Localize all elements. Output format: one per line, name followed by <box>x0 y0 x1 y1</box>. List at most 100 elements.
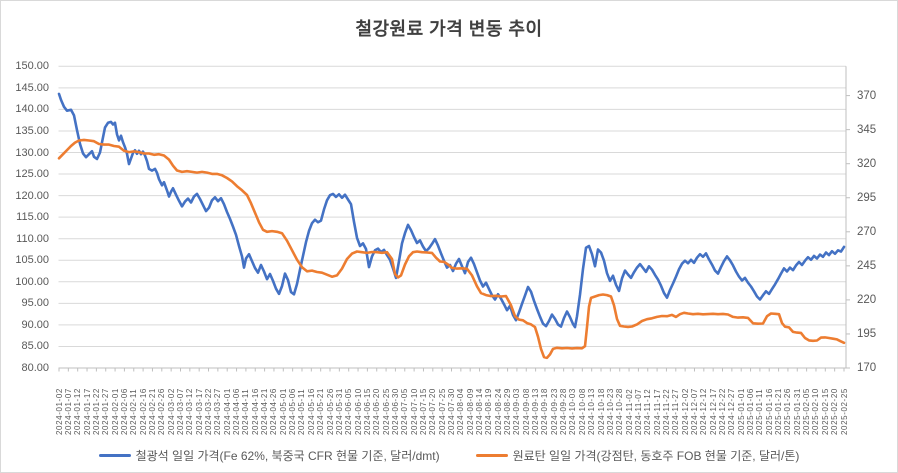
legend-item-iron-ore: 철광석 일일 가격(Fe 62%, 북중국 CFR 현물 기준, 달러/dmt) <box>98 447 440 464</box>
x-axis-label: 2024-03-12 <box>185 388 195 435</box>
x-axis-label: 2024-05-21 <box>316 388 326 435</box>
x-axis-label: 2024-09-28 <box>559 388 569 435</box>
x-axis-label: 2024-08-19 <box>484 388 494 435</box>
x-axis-label: 2024-12-17 <box>708 388 718 435</box>
y-axis-right-label: 270 <box>857 225 877 238</box>
x-axis-label: 2024-04-16 <box>250 388 260 435</box>
x-axis-label: 2025-01-21 <box>774 388 784 435</box>
y-axis-right-label: 370 <box>857 89 877 102</box>
x-axis-label: 2024-10-13 <box>587 388 597 435</box>
x-axis-label: 2024-08-29 <box>503 388 513 435</box>
x-axis-label: 2024-10-08 <box>577 388 587 435</box>
x-axis-label: 2025-01-01 <box>736 388 746 435</box>
x-axis-label: 2024-01-17 <box>82 388 92 435</box>
x-axis-label: 2024-09-03 <box>512 388 522 435</box>
y-axis-left-label: 85.00 <box>21 340 49 353</box>
legend-label-coking-coal: 원료탄 일일 가격(강점탄, 동호주 FOB 현물 기준, 달러/톤) <box>512 449 800 463</box>
y-axis-left-label: 80.00 <box>21 362 49 374</box>
x-axis-label: 2024-08-24 <box>493 388 503 435</box>
x-axis-label: 2024-12-27 <box>727 388 737 435</box>
x-axis-label: 2024-11-17 <box>652 388 662 435</box>
x-axis-label: 2024-10-28 <box>615 388 625 435</box>
x-axis-label: 2024-05-06 <box>288 388 298 435</box>
x-axis-label: 2025-02-20 <box>830 388 840 435</box>
x-axis-label: 2024-05-16 <box>306 388 316 435</box>
x-axis-label: 2024-01-27 <box>101 388 111 435</box>
x-axis-label: 2024-07-30 <box>447 388 456 435</box>
x-axis-label: 2024-04-01 <box>222 388 232 435</box>
x-axis-label: 2024-05-11 <box>297 388 307 435</box>
y-axis-left-label: 130.00 <box>15 146 49 159</box>
x-axis-label: 2024-01-22 <box>91 388 101 435</box>
x-axis-label: 2024-11-07 <box>633 388 643 435</box>
y-axis-right-label: 195 <box>857 327 877 340</box>
y-axis-left-label: 95.00 <box>21 297 49 310</box>
x-axis-label: 2024-08-14 <box>475 388 485 435</box>
x-axis-label: 2024-05-01 <box>278 388 288 435</box>
y-axis-left-label: 115.00 <box>16 211 49 224</box>
x-axis-label: 2024-04-26 <box>269 388 279 435</box>
x-axis-label: 2025-01-31 <box>792 388 802 435</box>
x-axis-label: 2024-06-25 <box>381 388 391 435</box>
x-axis-label: 2024-06-05 <box>344 388 354 435</box>
x-axis-label: 2024-01-07 <box>63 388 73 435</box>
x-axis-label: 2024-03-02 <box>166 388 176 435</box>
x-axis-label: 2024-10-23 <box>605 388 615 435</box>
x-axis-label: 2024-07-25 <box>437 388 447 435</box>
coking-coal-series-line <box>57 138 846 360</box>
x-axis-label: 2024-04-21 <box>260 388 270 435</box>
x-axis-label: 2024-02-21 <box>147 388 157 435</box>
y-axis-left-label: 140.00 <box>15 103 49 116</box>
x-axis-label: 2024-10-03 <box>568 388 578 435</box>
x-axis-label: 2024-06-15 <box>362 388 372 435</box>
coking-coal-line-swatch <box>475 454 508 457</box>
x-axis-label: 2024-11-22 <box>661 388 671 435</box>
x-axis-label: 2024-09-08 <box>521 388 531 435</box>
x-axis-label: 2025-02-25 <box>839 388 849 435</box>
x-axis-label: 2024-08-04 <box>456 388 466 435</box>
x-axis-label: 2024-11-02 <box>624 388 634 435</box>
y-axis-left-label: 90.00 <box>21 318 49 331</box>
chart-title: 철강원료 가격 변동 추이 <box>355 19 543 39</box>
x-axis-label: 2025-01-11 <box>755 388 765 435</box>
x-axis-label: 2024-02-06 <box>119 388 129 435</box>
x-axis-label: 2024-09-23 <box>549 388 559 435</box>
x-axis-label: 2024-07-15 <box>418 388 428 435</box>
x-axis-label: 2024-06-20 <box>372 388 382 435</box>
y-axis-left-label: 135.00 <box>15 124 49 137</box>
x-axis-label: 2024-02-26 <box>157 388 167 435</box>
x-axis-label: 2024-06-30 <box>390 388 400 435</box>
y-axis-right-label: 220 <box>857 293 877 306</box>
y-axis-right-label: 345 <box>857 123 877 136</box>
y-axis-left-label: 145.00 <box>15 81 49 94</box>
x-axis-label: 2024-08-09 <box>465 388 475 435</box>
x-axis-label: 2024-06-10 <box>353 388 363 435</box>
x-axis-label: 2024-09-13 <box>531 388 541 435</box>
y-axis-left-label: 150.00 <box>15 60 49 73</box>
x-axis-label: 2025-01-16 <box>764 388 774 435</box>
x-axis-label: 2025-02-10 <box>811 388 821 435</box>
x-axis-label: 2024-07-05 <box>400 388 410 435</box>
legend-item-coking-coal: 원료탄 일일 가격(강점탄, 동호주 FOB 현물 기준, 달러/톤) <box>475 447 800 464</box>
x-axis-label: 2024-01-02 <box>54 388 64 435</box>
x-axis-label: 2024-01-12 <box>73 388 83 435</box>
x-axis-label: 2024-12-07 <box>689 388 699 435</box>
x-axis-label: 2024-02-01 <box>110 388 120 435</box>
y-axis-right-label: 245 <box>857 259 877 272</box>
x-axis-label: 2024-12-12 <box>699 388 709 435</box>
y-axis-right-label: 320 <box>857 157 877 170</box>
x-axis-label: 2024-05-26 <box>325 388 335 435</box>
y-axis-right-label: 170 <box>857 362 877 374</box>
legend-label-iron-ore: 철광석 일일 가격(Fe 62%, 북중국 CFR 현물 기준, 달러/dmt) <box>135 449 440 463</box>
x-axis-label: 2024-10-18 <box>596 388 606 435</box>
x-axis-label: 2024-07-10 <box>409 388 419 435</box>
x-axis-label: 2024-03-22 <box>204 388 214 435</box>
x-axis-label: 2024-11-12 <box>643 388 653 435</box>
iron-ore-series-line <box>57 92 846 329</box>
iron-ore-line-swatch <box>98 454 131 457</box>
y-axis-right-label: 295 <box>857 191 877 204</box>
y-axis-left-label: 105.00 <box>15 254 49 267</box>
y-axis-left-label: 100.00 <box>15 275 49 288</box>
x-axis-label: 2024-11-27 <box>671 388 681 435</box>
